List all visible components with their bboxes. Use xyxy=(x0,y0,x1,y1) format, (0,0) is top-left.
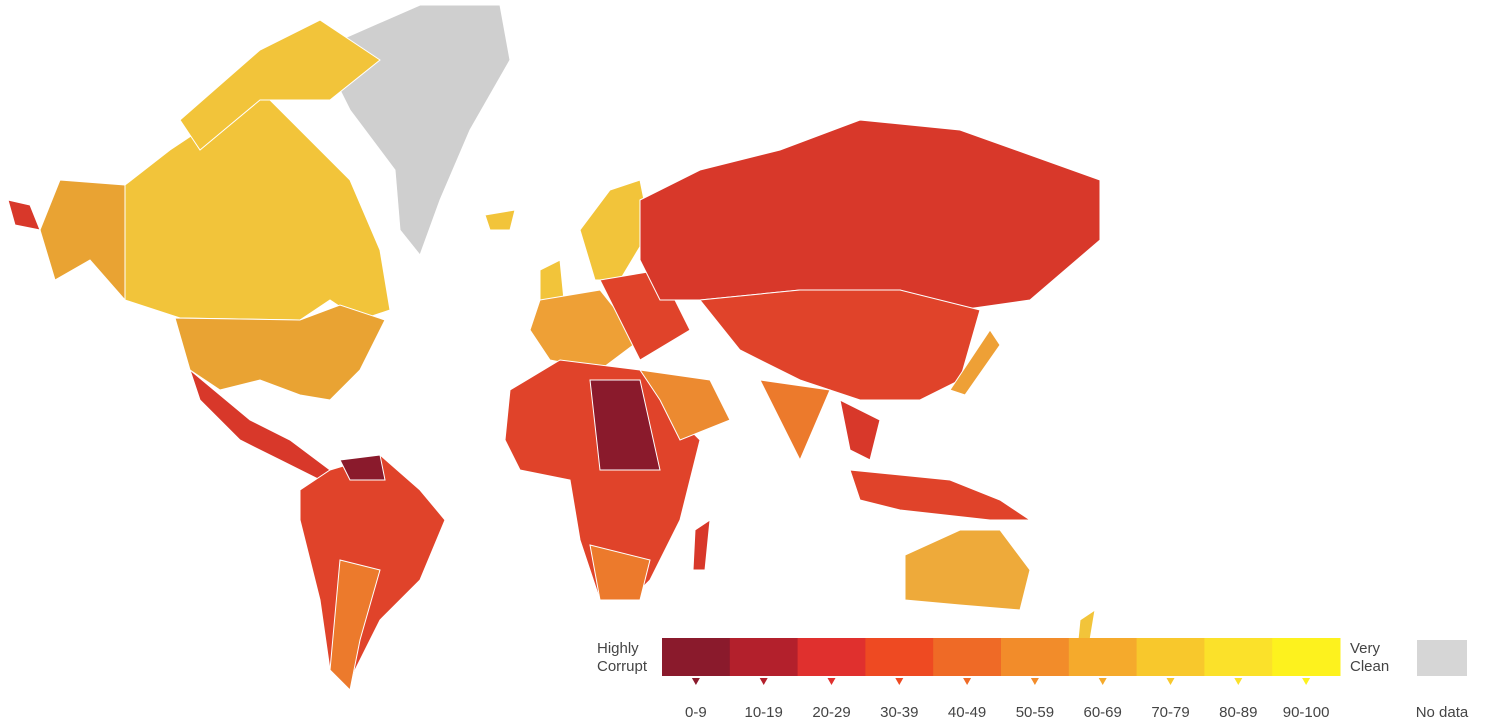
legend-bin-label: 0-9 xyxy=(685,704,707,721)
russia xyxy=(639,119,1101,311)
southern-africa xyxy=(589,544,651,601)
legend-tick xyxy=(691,678,700,685)
legend-low-label: Highly xyxy=(597,640,639,657)
no-data-swatch xyxy=(1417,640,1467,676)
legend-tick xyxy=(1234,678,1243,685)
madagascar xyxy=(692,518,711,571)
legend-bin-label: 40-49 xyxy=(948,704,986,721)
legend-low-label: Corrupt xyxy=(597,658,648,675)
legend-bin-label: 50-59 xyxy=(1016,704,1054,721)
alaska xyxy=(39,179,126,302)
central-africa xyxy=(589,379,661,471)
iceland xyxy=(484,209,516,231)
legend-swatch xyxy=(865,638,934,676)
legend-tick xyxy=(895,678,904,685)
legend-swatch xyxy=(1001,638,1070,676)
southeast-asia xyxy=(839,399,881,461)
legend-high-label: Clean xyxy=(1350,658,1389,675)
chukotka xyxy=(7,199,41,231)
legend-swatch xyxy=(729,638,799,676)
legend-high-label: Very xyxy=(1350,640,1381,657)
legend-tick xyxy=(1098,678,1107,685)
legend-tick xyxy=(963,678,972,685)
arctic-islands xyxy=(179,19,381,151)
no-data-label: No data xyxy=(1416,704,1469,721)
canada xyxy=(124,79,391,321)
legend-swatch xyxy=(933,638,1002,676)
legend-bin-label: 30-39 xyxy=(880,704,918,721)
legend-tick xyxy=(1166,678,1175,685)
legend-swatch xyxy=(1204,638,1273,676)
legend-bin-label: 60-69 xyxy=(1084,704,1122,721)
greenland xyxy=(334,4,511,257)
legend-bin-label: 80-89 xyxy=(1219,704,1257,721)
legend: Highly Corrupt Very Clean 0-9 10-19 20-29 3… xyxy=(597,638,1469,721)
legend-swatch xyxy=(1136,638,1205,676)
legend-swatch xyxy=(1068,638,1138,676)
legend-swatch xyxy=(1272,638,1341,676)
legend-tick xyxy=(759,678,768,685)
legend-tick xyxy=(1030,678,1039,685)
australia xyxy=(904,529,1031,611)
indonesia xyxy=(849,469,1032,521)
asia xyxy=(699,289,981,401)
legend-swatch xyxy=(797,638,866,676)
legend-bin-label: 10-19 xyxy=(745,704,783,721)
india xyxy=(759,379,831,462)
countries xyxy=(7,4,1101,692)
new-zealand xyxy=(1077,608,1096,641)
japan xyxy=(949,329,1001,396)
venezuela xyxy=(339,454,386,481)
legend-bin-label: 90-100 xyxy=(1283,704,1330,721)
legend-bin-label: 20-29 xyxy=(812,704,850,721)
argentina-chile xyxy=(329,559,381,692)
middle-east xyxy=(638,369,731,441)
legend-tick xyxy=(1302,678,1311,685)
legend-bin-label: 70-79 xyxy=(1151,704,1189,721)
usa xyxy=(174,304,386,401)
legend-tick xyxy=(827,678,836,685)
legend-swatch xyxy=(662,638,731,676)
